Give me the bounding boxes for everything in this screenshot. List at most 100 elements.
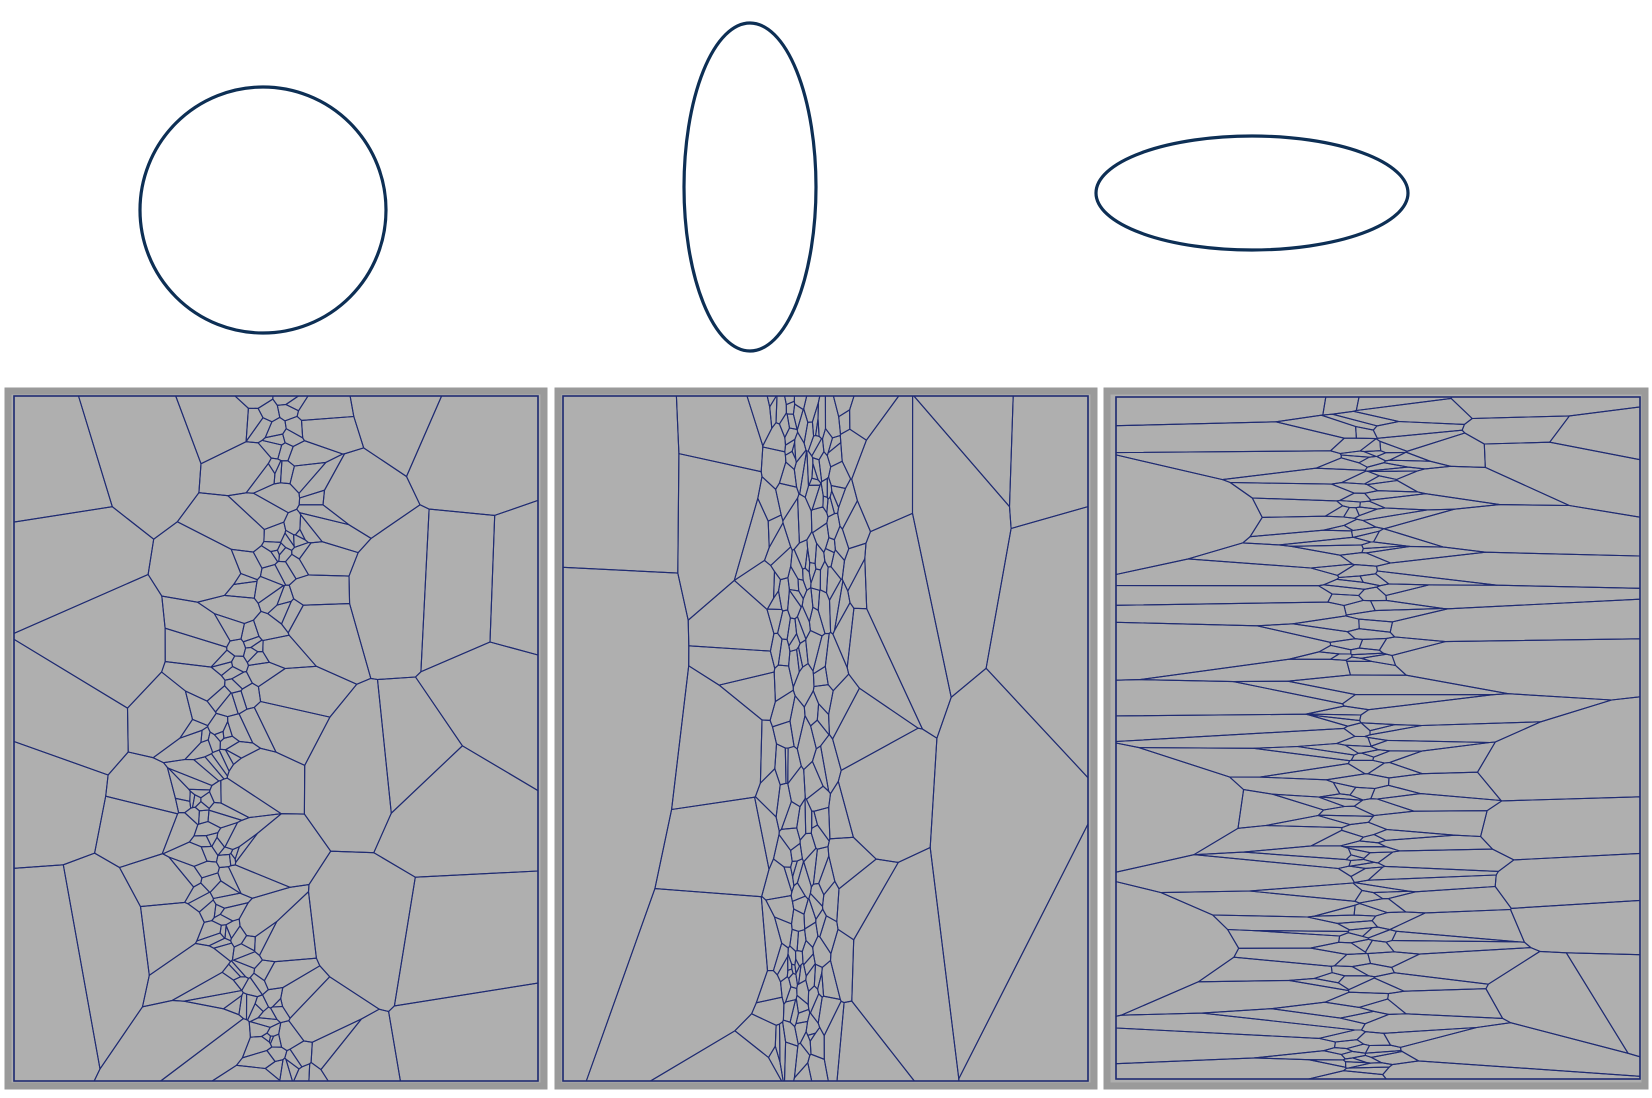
voronoi-horizontal-cell (1485, 950, 1629, 1054)
voronoi-horizontal-cell (1352, 530, 1380, 543)
voronoi-circle-cell (215, 853, 232, 869)
voronoi-horizontal-cell (1358, 998, 1407, 1015)
voronoi-circle-cell (282, 428, 306, 448)
voronoi-vertical-cell (811, 438, 825, 461)
voronoi-circle-cell (293, 534, 309, 548)
voronoi-vertical-cell (822, 495, 829, 514)
voronoi-horizontal-cell (1315, 457, 1368, 471)
voronoi-horizontal-cell (1115, 679, 1345, 717)
voronoi-circle-cell (257, 1006, 278, 1021)
voronoi-circle-cell (271, 997, 284, 1008)
voronoi-horizontal-cell (1383, 504, 1641, 557)
voronoi-vertical-cell (796, 715, 817, 771)
voronoi-circle-cell (241, 976, 263, 998)
voronoi-horizontal-cell (1317, 814, 1374, 826)
voronoi-circle-cell (160, 1018, 251, 1082)
voronoi-vertical-cell (811, 810, 819, 829)
voronoi-vertical-cell (802, 567, 812, 591)
voronoi-horizontal-cell (1323, 1047, 1353, 1056)
voronoi-panel-circle (4, 387, 548, 1090)
voronoi-horizontal-cell (1476, 696, 1641, 802)
voronoi-vertical-cell (832, 395, 855, 418)
voronoi-circle-cell (210, 749, 230, 777)
voronoi-circle-cell (200, 791, 215, 809)
voronoi-vertical-cell (803, 395, 821, 423)
voronoi-vertical-cell (839, 428, 867, 480)
voronoi-horizontal-cell (1115, 1027, 1336, 1065)
voronoi-panel-vertical-ellipse (554, 387, 1098, 1090)
voronoi-vertical-cell (826, 496, 836, 518)
voronoi-horizontal-cell (1364, 939, 1395, 955)
voronoi-circle-cell (230, 846, 240, 860)
voronoi-horizontal-cell (1305, 713, 1362, 722)
voronoi-horizontal-cell (1313, 972, 1346, 984)
voronoi-circle-cell (240, 619, 260, 643)
voronoi-horizontal-cell (1358, 898, 1407, 914)
voronoi-cells-vertical-ellipse (562, 395, 1089, 1082)
voronoi-circle-cell (246, 651, 270, 666)
voronoi-circle-cell (393, 870, 539, 1007)
voronoi-horizontal-cell (1336, 920, 1379, 931)
voronoi-horizontal-cell (1115, 1057, 1347, 1080)
voronoi-horizontal-cell (1115, 396, 1327, 427)
voronoi-horizontal-cell (1250, 929, 1349, 937)
voronoi-circle-cell (276, 403, 300, 422)
voronoi-vertical-cell (794, 431, 807, 463)
horizontal-ellipse-metric-shape (1094, 134, 1410, 252)
voronoi-circle-cell (166, 766, 191, 802)
voronoi-circle-cell (267, 457, 282, 475)
voronoi-vertical-cell (775, 482, 800, 522)
voronoi-circle-cell (289, 1040, 313, 1068)
voronoi-horizontal-cell (1249, 515, 1358, 538)
voronoi-circle-cell (298, 489, 326, 506)
voronoi-panel-horizontal-ellipse (1103, 387, 1649, 1090)
voronoi-circle-cell (77, 395, 202, 540)
voronoi-vertical-cell (815, 418, 820, 437)
voronoi-vertical-cell (795, 994, 810, 1014)
voronoi-vertical-cell (811, 463, 819, 481)
voronoi-vertical-cell (788, 972, 799, 990)
voronoi-vertical-cell (821, 880, 840, 923)
voronoi-circle-cell (224, 580, 258, 599)
voronoi-circle-cell (62, 852, 150, 1070)
voronoi-horizontal-cell (1366, 466, 1426, 473)
voronoi-circle-cell (213, 903, 226, 919)
voronoi-vertical-cell (774, 743, 787, 786)
voronoi-vertical-cell (562, 395, 680, 574)
voronoi-vertical-cell (787, 953, 793, 971)
voronoi-vertical-cell (799, 832, 817, 863)
voronoi-circle-cell (231, 671, 253, 690)
voronoi-horizontal-cell (1115, 454, 1263, 576)
voronoi-vertical-cell (790, 908, 806, 932)
voronoi-circle-cell (414, 641, 539, 792)
voronoi-circle-cell (242, 646, 259, 664)
voronoi-circle-cell (208, 801, 250, 821)
voronoi-vertical-cell (787, 765, 806, 808)
voronoi-horizontal-cell (1365, 545, 1487, 564)
voronoi-horizontal-cell (1350, 866, 1384, 884)
voronoi-horizontal-cell (1187, 542, 1354, 569)
voronoi-vertical-cell (792, 663, 815, 708)
voronoi-horizontal-cell (1322, 524, 1354, 532)
voronoi-cells-circle (13, 395, 539, 1082)
voronoi-circle-cell (226, 638, 247, 657)
voronoi-vertical-cell (807, 1032, 817, 1042)
voronoi-circle-cell (238, 884, 310, 938)
voronoi-vertical-cell (793, 1062, 813, 1082)
voronoi-horizontal-cell (1343, 599, 1376, 616)
voronoi-horizontal-cell (1331, 482, 1379, 494)
voronoi-horizontal-cell (1292, 615, 1360, 633)
voronoi-vertical-cell (819, 560, 829, 594)
voronoi-horizontal-cell (1342, 1057, 1368, 1064)
voronoi-horizontal-cell (1364, 1050, 1403, 1058)
voronoi-circle-cell (266, 1021, 282, 1037)
voronoi-vertical-cell (773, 570, 782, 599)
voronoi-vertical-cell (562, 566, 690, 1082)
voronoi-vertical-cell (778, 412, 791, 439)
voronoi-circle-cell (405, 395, 539, 516)
voronoi-circle-cell (270, 549, 280, 563)
voronoi-vertical-cell (832, 687, 919, 771)
voronoi-vertical-cell (1008, 395, 1089, 530)
voronoi-circle-cell (224, 678, 243, 694)
